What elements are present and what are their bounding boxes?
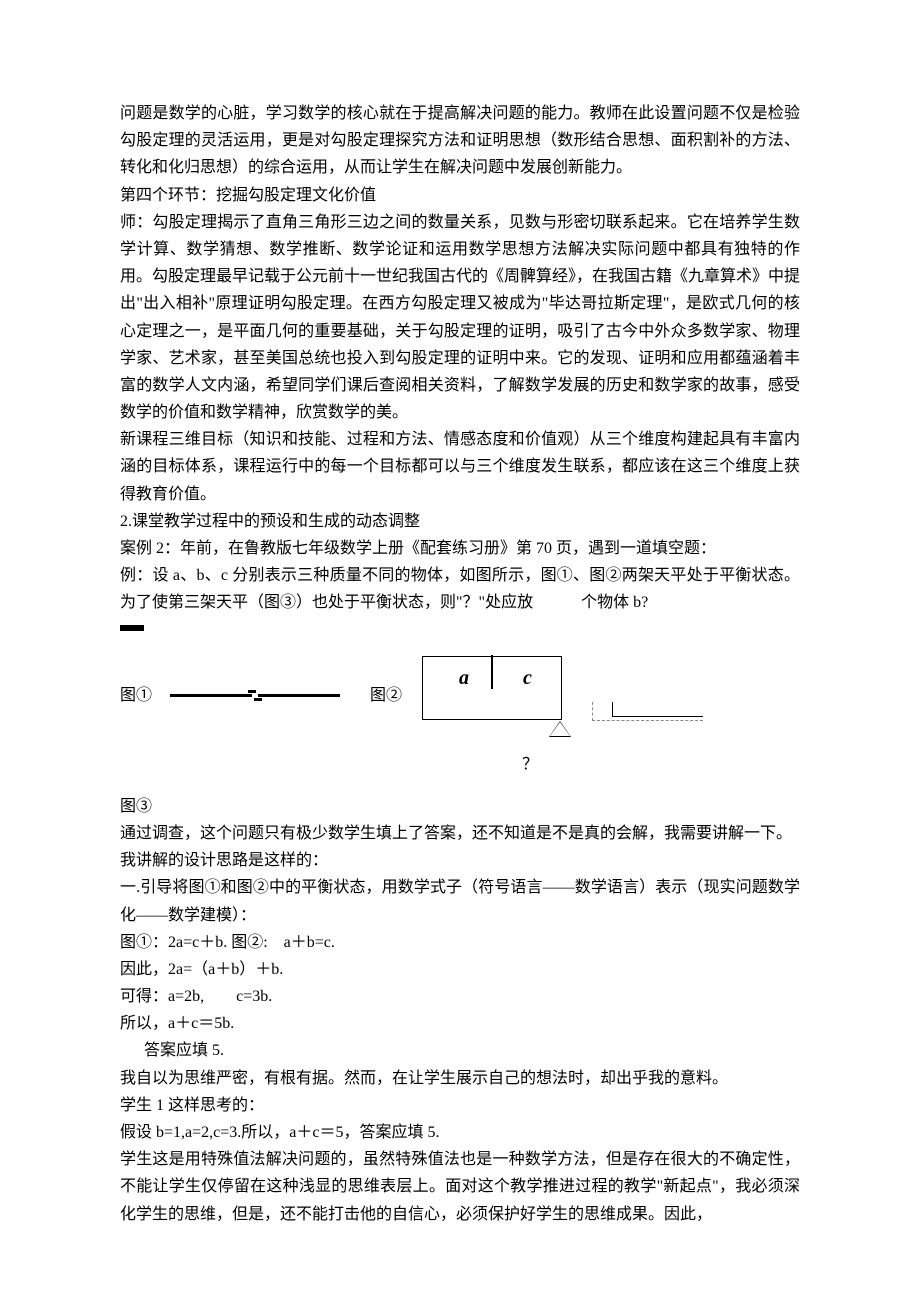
paragraph: 新课程三维目标（知识和技能、过程和方法、情感态度和价值观）从三个维度构建起具有丰… [120,426,800,508]
decorative-dash [120,625,144,631]
variable-a: a [459,661,469,695]
figure-2-block: 图② a c [370,656,702,736]
section-heading: 2.课堂教学过程中的预设和生成的动态调整 [120,508,800,535]
equation-line: 图①：2a=c＋b. 图②: a＋b=c. [120,929,800,956]
paragraph: 我讲解的设计思路是这样的： [120,847,800,874]
balance-box: a c [422,656,562,720]
paragraph: 学生 1 这样思考的： [120,1092,800,1119]
variable-c: c [523,661,532,695]
answer-line: 答案应填 5. [120,1037,800,1064]
figure-label-1: 图① [120,682,152,709]
paragraph: 例：设 a、b、c 分别表示三种质量不同的物体，如图所示，图①、图②两架天平处于… [120,562,800,616]
figure-label-3: 图③ [120,793,800,820]
paragraph: 通过调查，这个问题只有极少数学生填上了答案，还不知道是不是真的会解，我需要讲解一… [120,820,800,847]
equation-line: 可得：a=2b, c=3b. [120,983,800,1010]
figure-label-2: 图② [370,682,402,709]
balance-pan [592,702,703,721]
paragraph: 问题是数学的心脏，学习数学的核心就在于提高解决问题的能力。教师在此设置问题不仅是… [120,100,800,182]
paragraph: 假设 b=1,a=2,c=3.所以，a＋c＝5，答案应填 5. [120,1119,800,1146]
section-heading: 第四个环节：挖掘勾股定理文化价值 [120,182,800,209]
equation-line: 所以，a＋c＝5b. [120,1010,800,1037]
fulcrum-icon [550,722,570,736]
question-mark-row: ？ [120,751,800,778]
equation-line: 因此，2a=（a＋b）＋b. [120,956,800,983]
paragraph: 学生这是用特殊值法解决问题的，虽然特殊值法也是一种数学方法，但是存在很大的不确定… [120,1146,800,1228]
figure-row: 图① 图② a c [120,651,800,741]
paragraph: 一.引导将图①和图②中的平衡状态，用数学式子（符号语言——数学语言）表示（现实问… [120,874,800,928]
balance-diagram-2: a c [422,656,702,736]
balance-diagram-1 [170,690,340,702]
paragraph: 我自以为思维严密，有根有据。然而，在让学生展示自己的想法时，却出乎我的意料。 [120,1065,800,1092]
question-mark: ？ [522,756,538,773]
document-page: 问题是数学的心脏，学习数学的核心就在于提高解决问题的能力。教师在此设置问题不仅是… [0,0,920,1308]
paragraph: 案例 2：年前，在鲁教版七年级数学上册《配套练习册》第 70 页，遇到一道填空题… [120,535,800,562]
paragraph: 师：勾股定理揭示了直角三角形三边之间的数量关系，见数与形密切联系起来。它在培养学… [120,209,800,427]
